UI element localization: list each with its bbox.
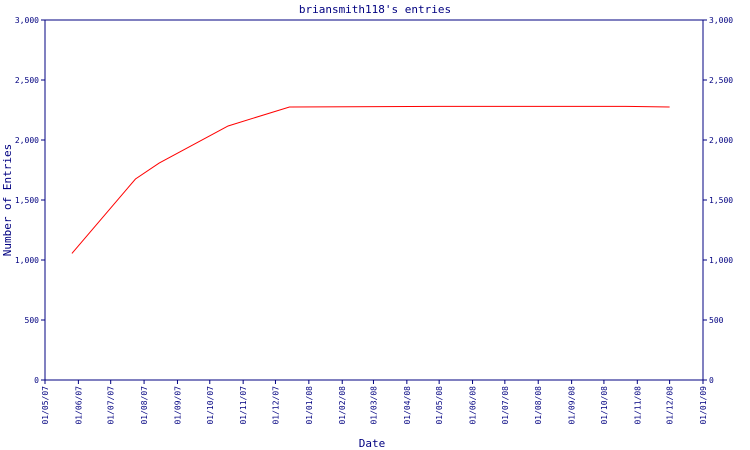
y2-tick-label: 2,000 — [709, 136, 733, 145]
x-tick-label: 01/09/08 — [568, 386, 577, 425]
x-tick-label: 01/08/07 — [140, 386, 149, 425]
y2-tick-label: 2,500 — [709, 76, 733, 85]
y2-tick-label: 1,500 — [709, 196, 733, 205]
x-tick-label: 01/11/08 — [633, 386, 642, 425]
x-tick-label: 01/10/07 — [206, 386, 215, 425]
y2-tick-label: 0 — [709, 376, 714, 385]
y-tick-label: 1,500 — [15, 196, 39, 205]
x-tick-label: 01/04/08 — [403, 386, 412, 425]
y-tick-label: 2,500 — [15, 76, 39, 85]
x-tick-label: 01/05/08 — [435, 386, 444, 425]
x-tick-label: 01/12/07 — [271, 386, 280, 425]
y-tick-label: 2,000 — [15, 136, 39, 145]
y-tick-label: 0 — [34, 376, 39, 385]
chart-title: briansmith118's entries — [299, 3, 451, 16]
x-tick-label: 01/07/07 — [107, 386, 116, 425]
y-tick-label: 1,000 — [15, 256, 39, 265]
data-line — [71, 105, 670, 254]
x-tick-label: 01/06/07 — [74, 386, 83, 425]
x-tick-label: 01/06/08 — [469, 386, 478, 425]
x-tick-label: 01/08/08 — [534, 386, 543, 425]
x-tick-label: 01/10/08 — [600, 386, 609, 425]
x-tick-label: 01/11/07 — [239, 386, 248, 425]
x-tick-label: 01/09/07 — [173, 386, 182, 425]
y2-tick-label: 500 — [709, 316, 724, 325]
y2-tick-label: 3,000 — [709, 16, 733, 25]
x-tick-label: 01/01/08 — [305, 386, 314, 425]
x-tick-label: 01/02/08 — [338, 386, 347, 425]
x-tick-label: 01/01/09 — [699, 386, 708, 425]
x-tick-label: 01/05/07 — [41, 386, 50, 425]
x-tick-label: 01/12/08 — [666, 386, 675, 425]
y-tick-label: 3,000 — [15, 16, 39, 25]
y-tick-label: 500 — [25, 316, 40, 325]
y2-tick-label: 1,000 — [709, 256, 733, 265]
x-tick-label: 01/07/08 — [501, 386, 510, 425]
x-tick-label: 01/03/08 — [369, 386, 378, 425]
x-axis-label: Date — [359, 437, 386, 450]
y-axis-label: Number of Entries — [1, 144, 14, 257]
plot-frame — [44, 19, 704, 381]
